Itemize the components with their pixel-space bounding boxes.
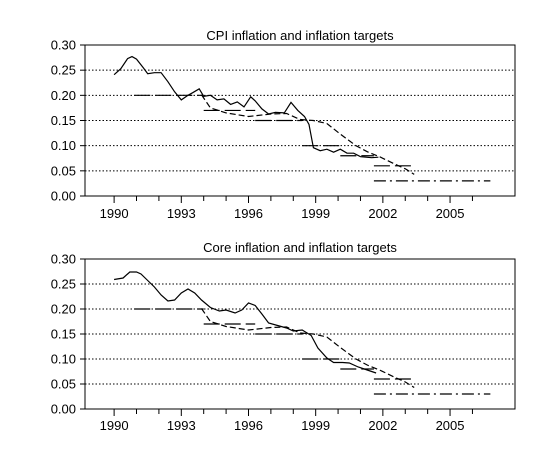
y-tick-label: 0.10 [51, 138, 76, 153]
cpi-inflation-panel: CPI inflation and inflation targets 0.00… [51, 28, 516, 221]
dashed-series-line [201, 94, 415, 175]
x-tick-label: 1999 [301, 418, 330, 433]
x-tick-label: 1990 [100, 206, 129, 221]
x-tick-label: 2005 [436, 206, 465, 221]
y-tick-label: 0.30 [51, 252, 76, 267]
x-tick-label: 1996 [234, 206, 263, 221]
x-tick-label: 1996 [234, 418, 263, 433]
panel-title: Core inflation and inflation targets [203, 240, 397, 255]
y-tick-label: 0.25 [51, 63, 76, 78]
y-tick-label: 0.10 [51, 352, 76, 367]
y-tick-label: 0.25 [51, 277, 76, 292]
y-tick-label: 0.20 [51, 88, 76, 103]
x-tick-label: 1990 [100, 418, 129, 433]
y-tick-label: 0.15 [51, 327, 76, 342]
y-tick-label: 0.05 [51, 377, 76, 392]
solid-series-line [114, 271, 377, 374]
panel-title: CPI inflation and inflation targets [206, 28, 394, 43]
x-tick-label: 2002 [368, 418, 397, 433]
x-tick-label: 1993 [167, 418, 196, 433]
plot-frame [84, 44, 516, 197]
y-tick-label: 0.15 [51, 113, 76, 128]
plot-frame [84, 258, 516, 410]
dashed-series-line [201, 308, 415, 389]
y-tick-label: 0.00 [51, 189, 76, 204]
solid-series-line [113, 55, 379, 159]
x-tick-label: 1999 [301, 206, 330, 221]
x-tick-label: 2005 [436, 418, 465, 433]
y-tick-label: 0.05 [51, 163, 76, 178]
y-tick-label: 0.30 [51, 38, 76, 53]
x-tick-label: 1993 [167, 206, 196, 221]
core-inflation-panel: Core inflation and inflation targets 0.0… [51, 240, 516, 433]
y-tick-label: 0.00 [51, 402, 76, 417]
y-tick-label: 0.20 [51, 302, 76, 317]
x-tick-label: 2002 [368, 206, 397, 221]
